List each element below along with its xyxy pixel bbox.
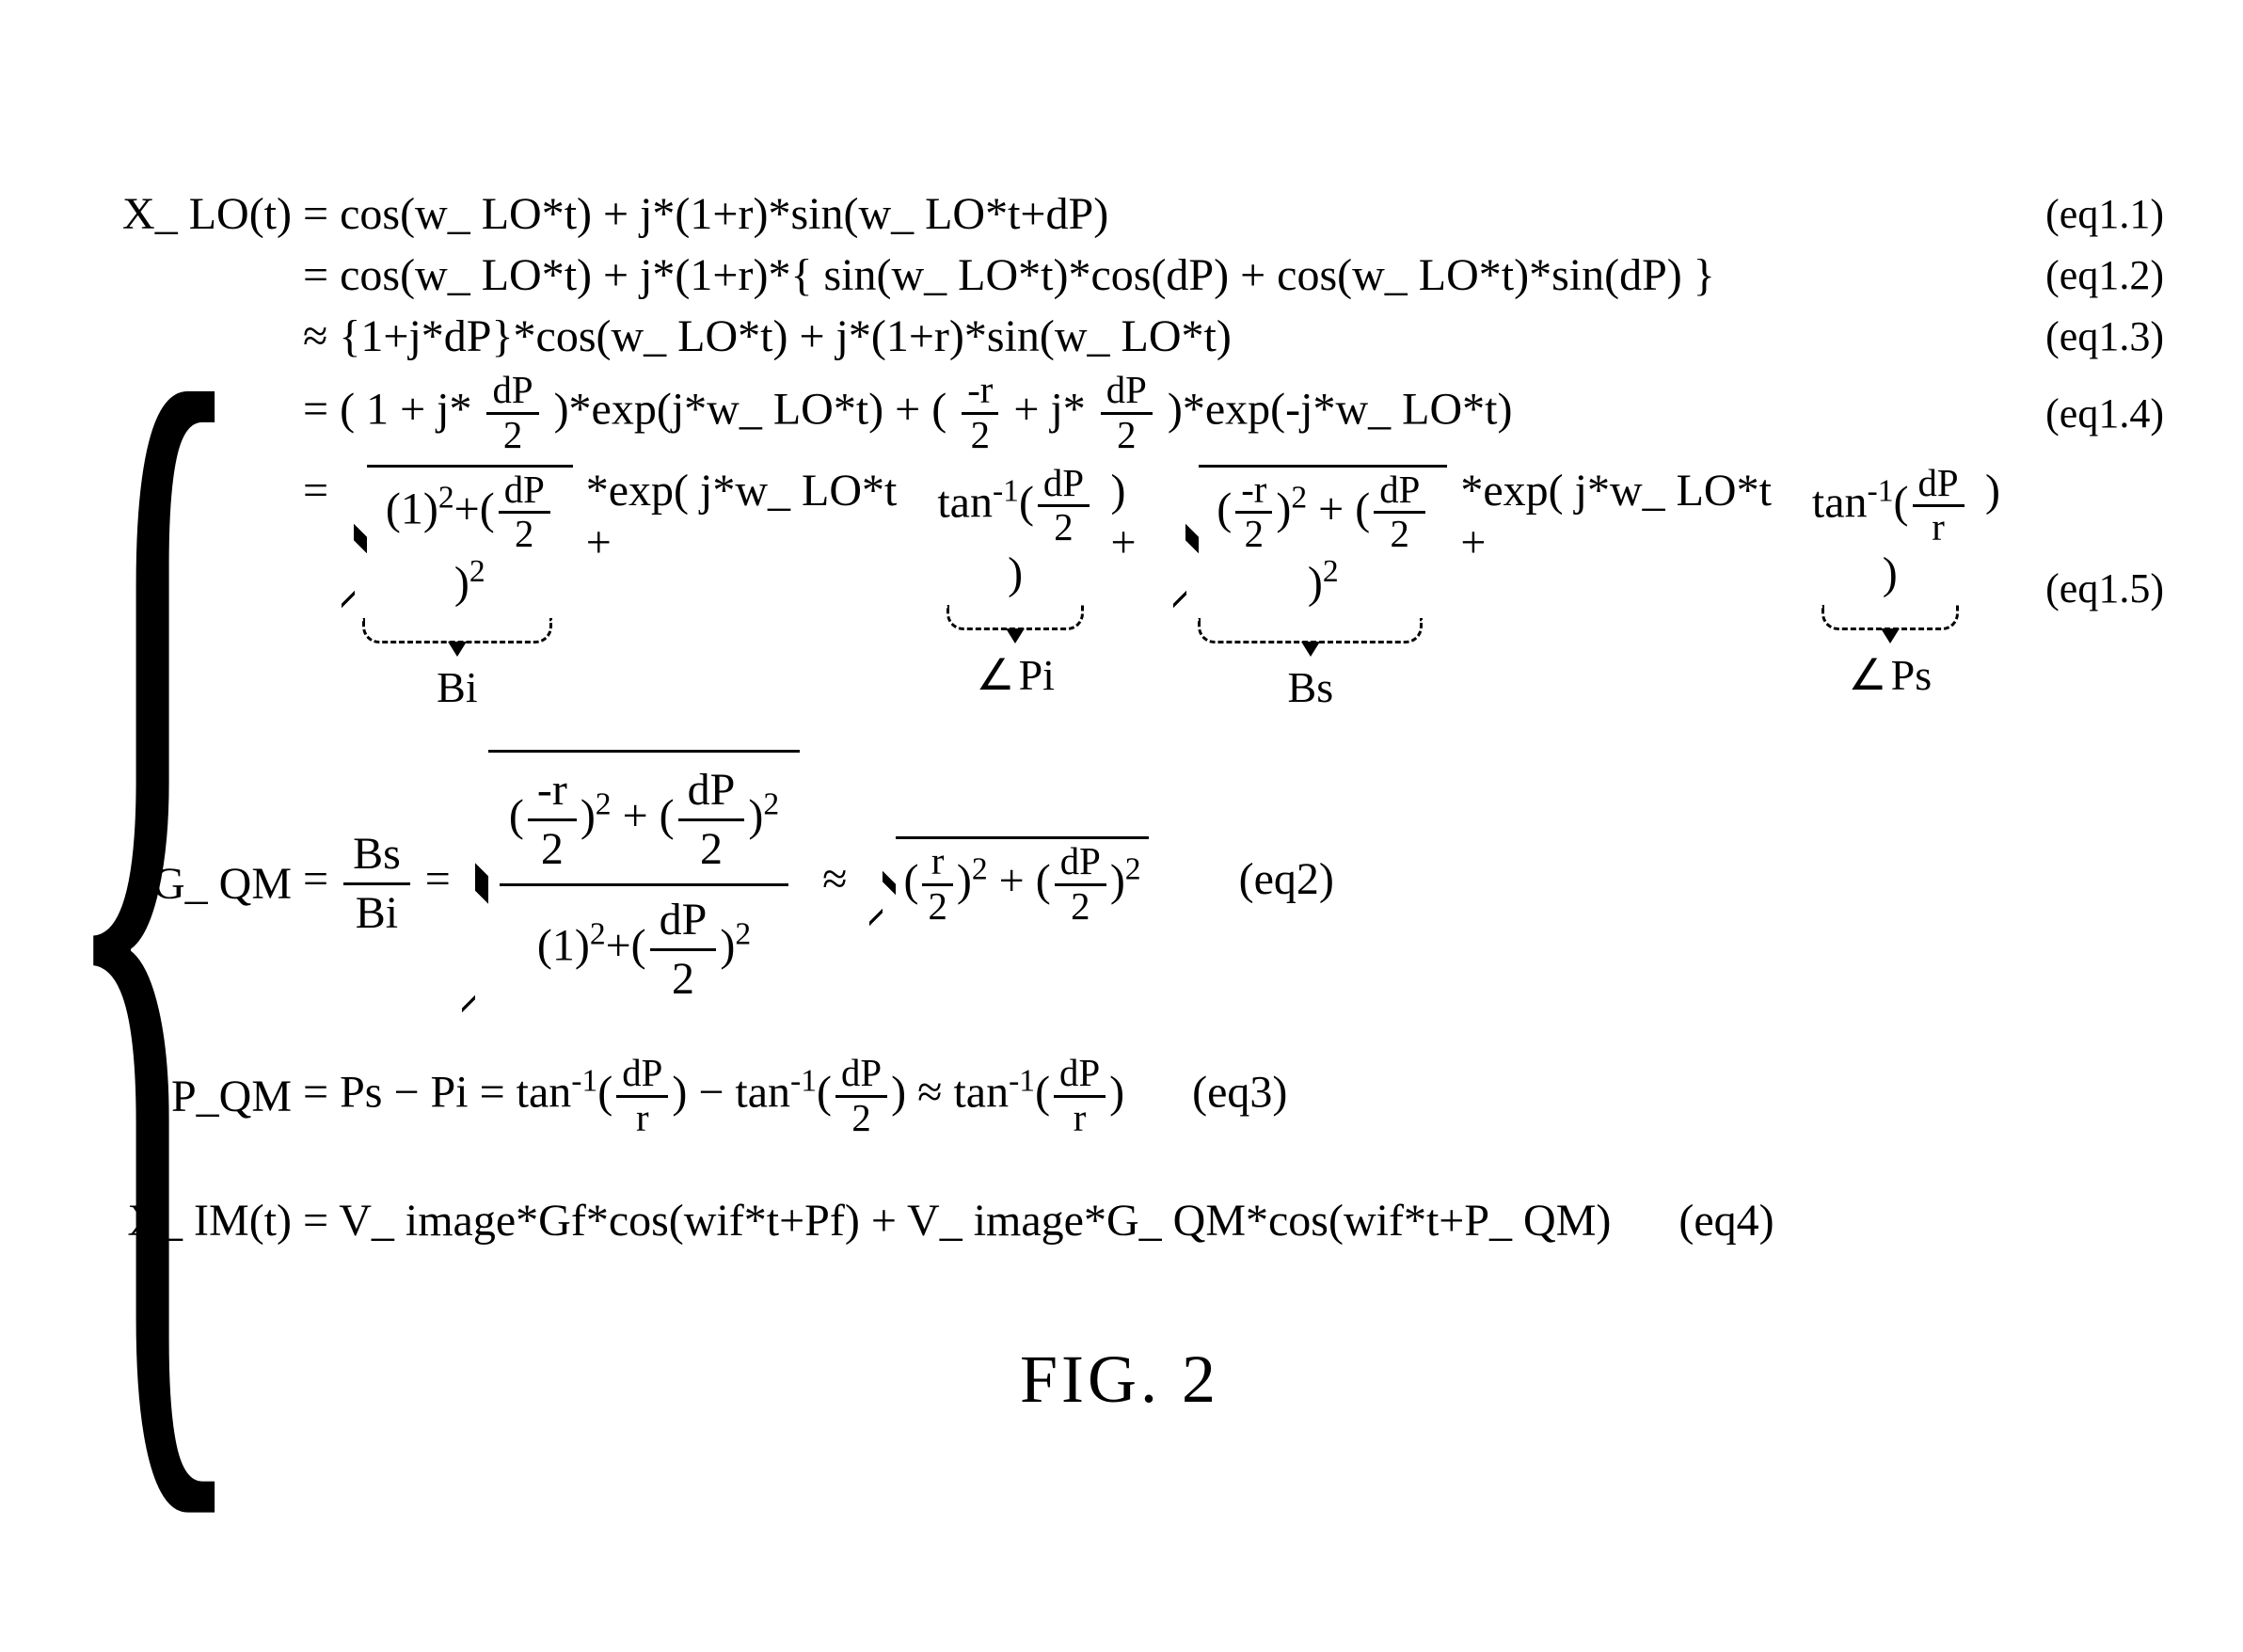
eq1-lhs: X_ LO(t): [122, 189, 292, 239]
eq4-row: X_ IM(t) = V_ image*Gf*cos(wif*t+Pf) + V…: [75, 1195, 2164, 1247]
eq1-5-row: = (1)2+(dP2)2 Bi *exp( j*w_ LO*t + tan-1…: [75, 465, 2164, 713]
Ps-label: Ps: [1891, 651, 1932, 699]
eq1-4-mid: + j*: [1013, 384, 1085, 434]
frac-dP-2b: dP 2: [1101, 372, 1153, 455]
eq1-3-row: ≈ {1+j*dP}*cos(w_ LO*t) + j*(1+r)*sin(w_…: [75, 310, 2164, 362]
eq1-2-row: = cos(w_ LO*t) + j*(1+r)*{ sin(w_ LO*t)*…: [75, 249, 2164, 301]
sqrt-Bi: (1)2+(dP2)2: [342, 465, 573, 613]
eq1-1-row: X_ LO(t) = cos(w_ LO*t) + j*(1+r)*sin(w_…: [75, 188, 2164, 240]
eq15-mid2: ) +: [1110, 465, 1160, 568]
eq1-2-tag: (eq1.2): [2013, 251, 2164, 299]
op: =: [303, 250, 328, 300]
eq3-tag: (eq3): [1192, 1068, 1287, 1118]
eq15-mid4: ): [1985, 465, 2000, 516]
eq2-lhs: G_ QM: [152, 859, 292, 909]
eq1-4-p1b: )*exp(j*w_ LO*t) + (: [554, 384, 959, 434]
eq1-2-rhs: cos(w_ LO*t) + j*(1+r)*{ sin(w_ LO*t)*co…: [340, 250, 1715, 300]
Pi-label: Pi: [1019, 651, 1055, 699]
eq1-4-p1: ( 1 + j*: [340, 384, 471, 434]
op: =: [303, 384, 328, 434]
op: ≈: [303, 311, 327, 361]
Bs-label: Bs: [1173, 662, 1447, 712]
eq15-mid3: *exp( j*w_ LO*t +: [1460, 465, 1794, 568]
sqrt-eq2-big: (-r2)2 + (dP2)2 (1)2+(dP2)2: [462, 750, 800, 1017]
figure-label: FIG. 2: [75, 1341, 2164, 1419]
equation-block: X_ LO(t) = cos(w_ LO*t) + j*(1+r)*sin(w_…: [75, 188, 2164, 1419]
op: =: [303, 189, 328, 239]
eq4-tag: (eq4): [1678, 1196, 1774, 1246]
eq1-1-tag: (eq1.1): [2013, 190, 2164, 238]
eq3-row: P_QM = Ps − Pi = tan-1(dPr) − tan-1(dP2)…: [75, 1055, 2164, 1138]
eq2-row: G_ QM = Bs Bi = (-r2)2 + (dP2)2 (1)2+(dP…: [75, 750, 2164, 1017]
op: =: [303, 465, 328, 516]
eq15-mid1: *exp( j*w_ LO*t +: [586, 465, 920, 568]
eq1-4-row: = ( 1 + j* dP 2 )*exp(j*w_ LO*t) + ( -r …: [75, 372, 2164, 455]
Pi-under: tan-1(dP2) ∠Pi: [933, 465, 1098, 701]
frac-Bs-Bi: Bs Bi: [343, 826, 410, 942]
frac-nr-2: -r 2: [962, 372, 998, 455]
eq1-1-rhs: cos(w_ LO*t) + j*(1+r)*sin(w_ LO*t+dP): [340, 189, 1108, 239]
Bi-label: Bi: [342, 662, 573, 712]
sqrt-Bs: (-r2)2 + (dP2)2: [1173, 465, 1447, 613]
eq3-lhs: P_QM: [171, 1072, 292, 1121]
eq1-5-tag: (eq1.5): [2013, 564, 2164, 612]
eq2-bigfrac: (-r2)2 + (dP2)2 (1)2+(dP2)2: [500, 756, 788, 1013]
Bs-under: (-r2)2 + (dP2)2 Bs: [1173, 465, 1447, 713]
sqrt-eq2-approx: (r2)2 + (dP2)2: [869, 836, 1148, 930]
Ps-under: tan-1(dPr) ∠Ps: [1807, 465, 1972, 701]
Bi-under: (1)2+(dP2)2 Bi: [342, 465, 573, 713]
eq2-tag: (eq2): [1239, 854, 1334, 904]
frac-dP-2: dP 2: [486, 372, 538, 455]
eq1-4-tag: (eq1.4): [2013, 389, 2164, 437]
eq1-4-p2: )*exp(-j*w_ LO*t): [1168, 384, 1513, 434]
eq4-lhs: X_ IM(t): [127, 1196, 292, 1246]
eq1-3-tag: (eq1.3): [2013, 312, 2164, 360]
eq1-3-rhs: {1+j*dP}*cos(w_ LO*t) + j*(1+r)*sin(w_ L…: [339, 311, 1232, 361]
eq4-rhs: V_ image*Gf*cos(wif*t+Pf) + V_ image*G_ …: [339, 1196, 1611, 1246]
